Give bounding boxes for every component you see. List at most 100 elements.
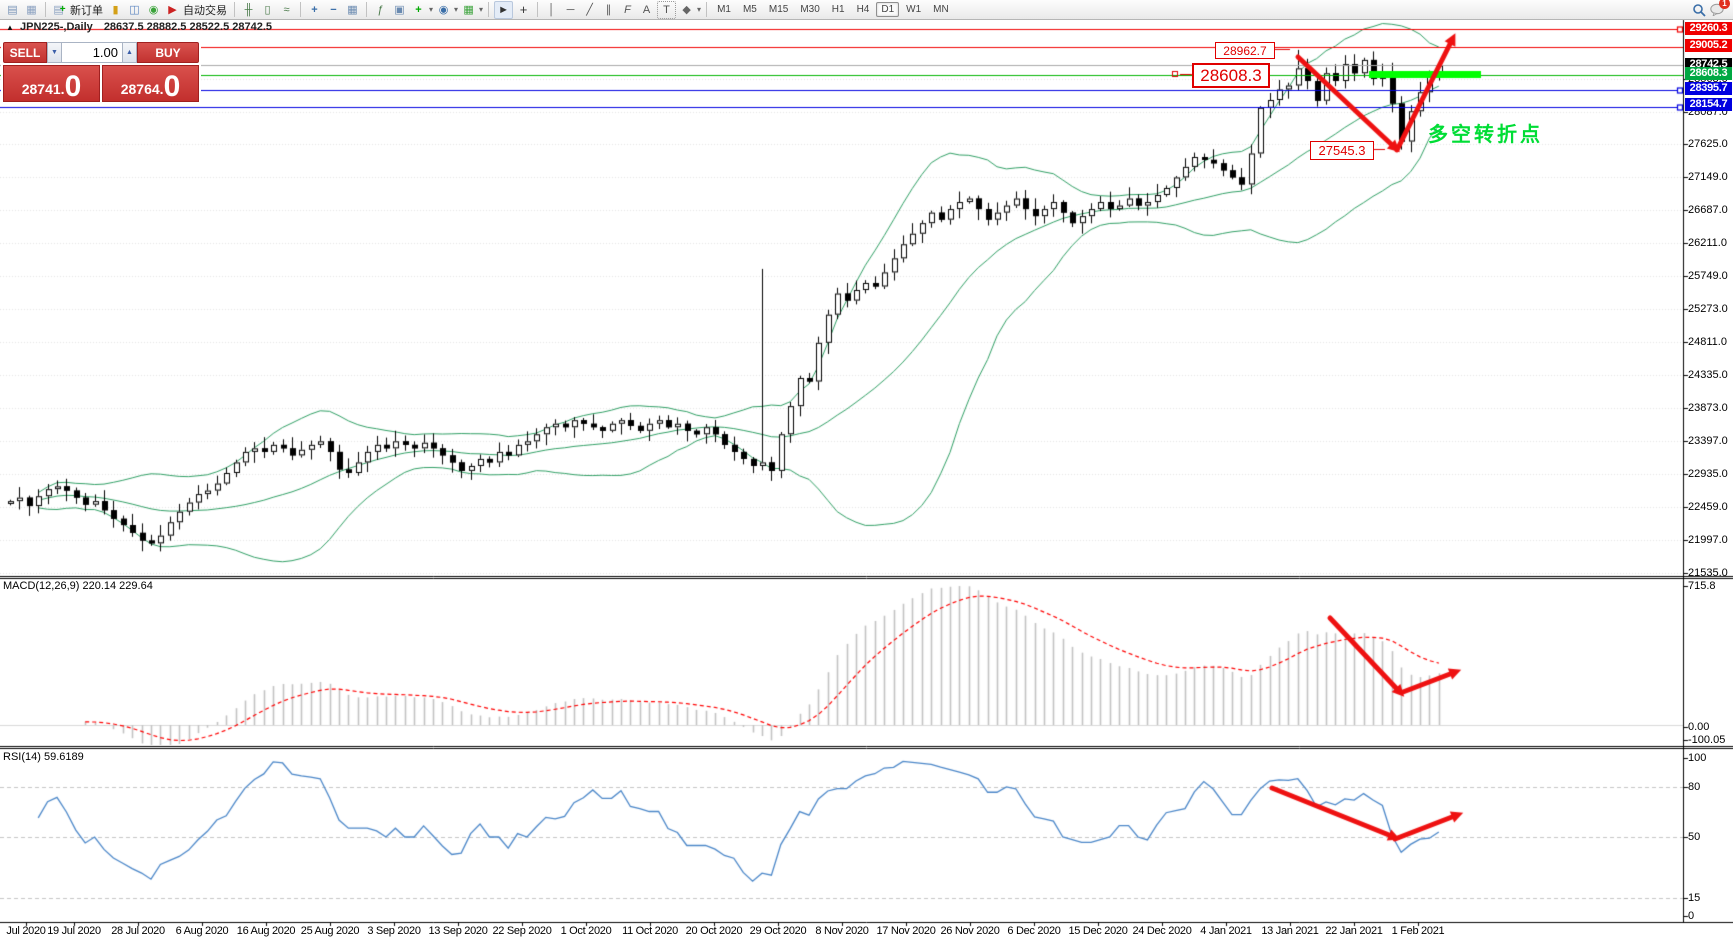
ask-pip-digit: 0	[163, 70, 181, 103]
volume-decrease-button[interactable]: ▼	[47, 42, 62, 63]
sell-button[interactable]: SELL	[3, 42, 47, 63]
trendline-tool-icon[interactable]: ╱	[586, 4, 593, 16]
rsi-axis-label: 100	[1688, 752, 1707, 764]
date-axis-label: 24 Dec 2020	[1132, 925, 1192, 937]
ask-main-digits: 28764	[120, 81, 160, 97]
date-axis-label: 16 Aug 2020	[236, 925, 296, 937]
hline-tool-icon[interactable]: ─	[566, 3, 575, 16]
price-axis-label: 23873.0	[1688, 402, 1728, 414]
timeframe-M1[interactable]: M1	[717, 4, 731, 15]
rsi-axis-label: 15	[1688, 892, 1701, 904]
tile-windows-icon[interactable]: ▦	[347, 4, 358, 16]
symbol-period-label: JPN225-,Daily	[19, 21, 93, 33]
timeframe-switcher: M1 M5 M15 M30 H1 H4 D1 W1 MN	[711, 2, 955, 17]
fibonacci-tool-icon[interactable]: F	[624, 3, 631, 16]
main-toolbar: ▤ ▦ ▤ + 新订单 ▮ ◫ ◉ ▶ 自动交易 ╫ ▯ ≈ + − ▦ ƒ ▣ …	[0, 0, 1733, 20]
ask-price-panel[interactable]: 28764 . 0	[102, 65, 199, 102]
chevron-down-icon[interactable]: ▾	[479, 5, 484, 14]
line-chart-icon[interactable]: ≈	[283, 3, 290, 16]
timeframe-D1[interactable]: D1	[876, 2, 900, 17]
doc-glyph: ▤	[53, 4, 64, 16]
text-tool-icon[interactable]: A	[642, 3, 651, 16]
autotrade-button[interactable]: 自动交易	[183, 4, 227, 17]
price-tag: 28608.3	[1685, 67, 1732, 80]
profit-icon[interactable]: ƒ	[377, 3, 384, 16]
timeframe-M15[interactable]: M15	[768, 4, 789, 15]
vline-tool-icon[interactable]: │	[548, 3, 555, 16]
date-axis-label: 19 Jul 2020	[47, 925, 101, 937]
date-axis-label: 4 Jan 2021	[1200, 925, 1252, 937]
autotrade-icon[interactable]: ▶	[168, 4, 177, 16]
chart-mode-icon[interactable]: ▦	[463, 4, 474, 16]
buy-button[interactable]: BUY	[137, 42, 199, 63]
price-axis-label: 21997.0	[1688, 534, 1728, 546]
separator	[234, 2, 235, 17]
chevron-down-icon[interactable]: ▾	[697, 5, 702, 14]
date-axis-label: 17 Nov 2020	[876, 925, 936, 937]
period-clock-icon[interactable]: ◉	[438, 4, 449, 16]
price-axis-label: 23397.0	[1688, 435, 1728, 447]
price-axis-label: 27149.0	[1688, 171, 1728, 183]
channel-tool-icon[interactable]: ∥	[605, 4, 612, 16]
zoom-in-icon[interactable]: +	[311, 3, 318, 16]
price-axis-label: 22459.0	[1688, 501, 1728, 513]
chart-title: ▲ JPN225-,Daily 28637.5 28882.5 28522.5 …	[6, 21, 272, 33]
date-axis-label: 8 Nov 2020	[815, 925, 869, 937]
annotation-high-price: 28962.7	[1215, 42, 1275, 59]
price-tag: 29005.2	[1685, 39, 1732, 52]
separator	[366, 2, 367, 17]
price-axis-label: 27625.0	[1688, 138, 1728, 150]
chevron-down-icon[interactable]: ▾	[454, 5, 459, 14]
symbol-triangle-icon: ▲	[6, 23, 14, 32]
zoom-out-icon[interactable]: −	[330, 3, 337, 16]
date-axis-label: 3 Sep 2020	[367, 925, 421, 937]
rsi-axis-label: 80	[1688, 781, 1701, 793]
cursor-icon[interactable]: ►	[494, 0, 514, 19]
date-axis-label: 28 Jul 2020	[111, 925, 165, 937]
annotation-entry-price: 28608.3	[1192, 63, 1270, 88]
candle-chart-icon[interactable]: ▯	[264, 4, 271, 16]
date-axis-label: 22 Jan 2021	[1325, 925, 1383, 937]
bar-chart-icon[interactable]: ╫	[244, 3, 253, 16]
chevron-down-icon[interactable]: ▾	[429, 5, 434, 14]
bid-price-panel[interactable]: 28741 . 0	[3, 65, 100, 102]
indicators-icon[interactable]: +	[415, 3, 422, 16]
timeframe-M30[interactable]: M30	[800, 4, 820, 15]
new-order-icon[interactable]: ▤ +	[51, 2, 68, 18]
market-watch-icon[interactable]: ▦	[26, 4, 37, 16]
bid-dot: .	[60, 81, 65, 97]
date-axis-label: 20 Oct 2020	[685, 925, 743, 937]
timeframe-M5[interactable]: M5	[742, 4, 757, 15]
volume-input[interactable]	[62, 42, 122, 63]
price-axis-label: 26211.0	[1688, 237, 1727, 249]
chart-page-icon[interactable]: ▤	[7, 4, 18, 16]
price-axis-label: 21535.0	[1688, 567, 1728, 579]
separator	[45, 2, 46, 17]
contacts-icon[interactable]: ◫	[129, 4, 140, 16]
date-axis-label: 15 Dec 2020	[1068, 925, 1128, 937]
timeframe-W1[interactable]: W1	[906, 4, 922, 15]
notifications-icon[interactable]: 1	[1709, 0, 1730, 18]
gold-icon[interactable]: ▮	[112, 4, 119, 16]
signal-icon[interactable]: ◉	[148, 4, 159, 16]
volume-increase-button[interactable]: ▲	[122, 42, 137, 63]
one-click-trading-widget: SELL ▼ ▲ BUY 28741 . 0 28764 . 0	[1, 40, 201, 104]
crosshair-icon[interactable]: +	[519, 2, 528, 17]
rsi-panel-label: RSI(14) 59.6189	[3, 751, 84, 763]
price-tag: 28154.7	[1685, 98, 1732, 111]
template-icon[interactable]: ▣	[394, 4, 405, 16]
separator	[706, 2, 708, 17]
macd-axis-label: 715.8	[1688, 580, 1716, 592]
search-icon[interactable]	[1690, 2, 1707, 18]
annotation-chinese-text: 多空转折点	[1428, 124, 1543, 146]
timeframe-H4[interactable]: H4	[856, 4, 870, 15]
timeframe-H1[interactable]: H1	[831, 4, 845, 15]
text-label-tool-icon[interactable]: T	[657, 0, 677, 19]
price-axis-label: 22935.0	[1688, 468, 1728, 480]
price-axis-label: 24335.0	[1688, 369, 1728, 381]
shapes-tool-icon[interactable]: ◆	[682, 4, 691, 16]
timeframe-MN[interactable]: MN	[933, 4, 949, 15]
new-order-button[interactable]: 新订单	[70, 4, 103, 17]
